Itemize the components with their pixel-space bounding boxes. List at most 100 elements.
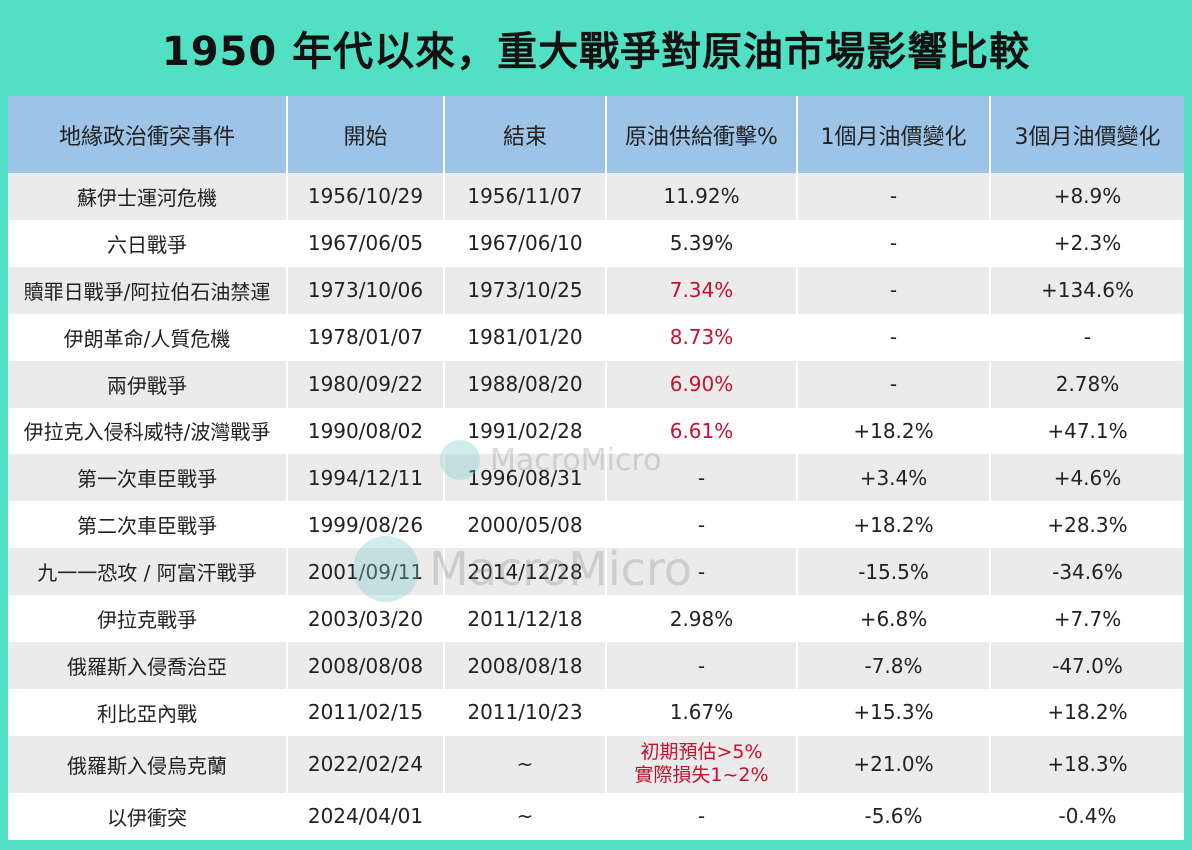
oil-war-comparison-table-container: 地緣政治衝突事件 開始 結束 原油供給衝擊% 1個月油價變化 3個月油價變化 蘇… — [8, 96, 1184, 840]
one-month-change-cell: - — [797, 173, 991, 220]
one-month-change-cell: - — [797, 266, 991, 314]
three-month-change-cell: +28.3% — [990, 501, 1184, 549]
end-date-cell: 1988/08/20 — [444, 360, 607, 408]
three-month-change-cell: +134.6% — [990, 266, 1184, 314]
start-date-cell: 2003/03/20 — [287, 595, 445, 643]
supply-shock-cell: 2.98% — [606, 595, 798, 643]
three-month-change-cell: +18.3% — [990, 735, 1184, 793]
one-month-change-cell: +15.3% — [797, 688, 991, 736]
table-row: 以伊衝突 2024/04/01 ~ - -5.6% -0.4% — [8, 792, 1184, 840]
event-cell: 伊朗革命/人質危機 — [8, 313, 288, 361]
supply-shock-cell: - — [606, 501, 798, 549]
one-month-change-cell: +21.0% — [797, 735, 991, 793]
supply-shock-cell: 6.61% — [606, 407, 798, 455]
one-month-change-cell: +18.2% — [797, 501, 991, 549]
table-header-row: 地緣政治衝突事件 開始 結束 原油供給衝擊% 1個月油價變化 3個月油價變化 — [8, 96, 1184, 173]
end-date-cell: ~ — [444, 735, 607, 793]
start-date-cell: 2011/02/15 — [287, 688, 445, 736]
end-date-cell: 2000/05/08 — [444, 501, 607, 549]
header-supply-shock: 原油供給衝擊% — [606, 96, 798, 173]
end-date-cell: 1956/11/07 — [444, 173, 607, 220]
three-month-change-cell: +8.9% — [990, 173, 1184, 220]
start-date-cell: 1967/06/05 — [287, 219, 445, 267]
table-body: 蘇伊士運河危機 1956/10/29 1956/11/07 11.92% - +8.9% 六… — [8, 173, 1184, 840]
one-month-change-cell: - — [797, 219, 991, 267]
end-date-cell: 1981/01/20 — [444, 313, 607, 361]
start-date-cell: 1978/01/07 — [287, 313, 445, 361]
event-cell: 兩伊戰爭 — [8, 360, 288, 408]
table-row: 第二次車臣戰爭 1999/08/26 2000/05/08- +18.2% +28.3% — [8, 501, 1184, 549]
table-row: 六日戰爭 1967/06/05 1967/06/10 5.39% - +2.3% — [8, 219, 1184, 267]
start-date-cell: 2024/04/01 — [287, 792, 445, 840]
start-date-cell: 1956/10/29 — [287, 173, 445, 220]
three-month-change-cell: -0.4% — [990, 792, 1184, 840]
start-date-cell: 2022/02/24 — [287, 735, 445, 793]
event-cell: 利比亞內戰 — [8, 688, 288, 736]
one-month-change-cell: -7.8% — [797, 642, 991, 689]
table-row: 俄羅斯入侵喬治亞 2008/08/08 2008/08/18- -7.8% -47.0% — [8, 642, 1184, 689]
oil-war-comparison-table: 地緣政治衝突事件 開始 結束 原油供給衝擊% 1個月油價變化 3個月油價變化 蘇… — [8, 96, 1184, 840]
three-month-change-cell: - — [990, 313, 1184, 361]
event-cell: 蘇伊士運河危機 — [8, 173, 288, 220]
table-row: 伊拉克戰爭 2003/03/20 2011/12/18 2.98% +6.8% +7.7% — [8, 595, 1184, 643]
event-cell: 俄羅斯入侵烏克蘭 — [8, 735, 288, 793]
one-month-change-cell: -15.5% — [797, 548, 991, 596]
table-row: 利比亞內戰 2011/02/15 2011/10/23 1.67% +15.3% +18.… — [8, 688, 1184, 736]
three-month-change-cell: +4.6% — [990, 454, 1184, 502]
table-row: 贖罪日戰爭/阿拉伯石油禁運 1973/10/06 1973/10/25 7.34% - +… — [8, 266, 1184, 314]
supply-shock-cell: 5.39% — [606, 219, 798, 267]
start-date-cell: 1994/12/11 — [287, 454, 445, 502]
supply-shock-actual: 實際損失1~2% — [634, 764, 769, 787]
event-cell: 以伊衝突 — [8, 792, 288, 840]
supply-shock-cell: 7.34% — [606, 266, 798, 314]
header-event: 地緣政治衝突事件 — [8, 96, 288, 173]
header-end: 結束 — [444, 96, 607, 173]
table-row: 蘇伊士運河危機 1956/10/29 1956/11/07 11.92% - +8.9% — [8, 173, 1184, 220]
event-cell: 伊拉克入侵科威特/波灣戰爭 — [8, 407, 288, 455]
start-date-cell: 1999/08/26 — [287, 501, 445, 549]
end-date-cell: 1991/02/28 — [444, 407, 607, 455]
end-date-cell: 1973/10/25 — [444, 266, 607, 314]
event-cell: 伊拉克戰爭 — [8, 595, 288, 643]
event-cell: 第二次車臣戰爭 — [8, 501, 288, 549]
header-3m-change: 3個月油價變化 — [990, 96, 1184, 173]
supply-shock-cell: - — [606, 454, 798, 502]
table-row: 九一一恐攻 / 阿富汗戰爭 2001/09/11 2014/12/28- -15.5%… — [8, 548, 1184, 596]
one-month-change-cell: -5.6% — [797, 792, 991, 840]
three-month-change-cell: -34.6% — [990, 548, 1184, 596]
end-date-cell: 2011/10/23 — [444, 688, 607, 736]
header-1m-change: 1個月油價變化 — [797, 96, 991, 173]
supply-shock-cell: - — [606, 792, 798, 840]
start-date-cell: 1973/10/06 — [287, 266, 445, 314]
start-date-cell: 2001/09/11 — [287, 548, 445, 596]
supply-shock-cell: - — [606, 642, 798, 689]
supply-shock-cell: 8.73% — [606, 313, 798, 361]
supply-shock-cell: 初期預估>5% 實際損失1~2% — [606, 735, 798, 793]
supply-shock-cell: 11.92% — [606, 173, 798, 220]
end-date-cell: 2011/12/18 — [444, 595, 607, 643]
end-date-cell: ~ — [444, 792, 607, 840]
header-start: 開始 — [287, 96, 445, 173]
start-date-cell: 2008/08/08 — [287, 642, 445, 689]
supply-shock-estimate: 初期預估>5% — [640, 741, 763, 764]
end-date-cell: 2008/08/18 — [444, 642, 607, 689]
three-month-change-cell: +18.2% — [990, 688, 1184, 736]
three-month-change-cell: -47.0% — [990, 642, 1184, 689]
event-cell: 俄羅斯入侵喬治亞 — [8, 642, 288, 689]
table-row: 伊拉克入侵科威特/波灣戰爭 1990/08/02 1991/02/28 6.61% +1… — [8, 407, 1184, 455]
event-cell: 九一一恐攻 / 阿富汗戰爭 — [8, 548, 288, 596]
supply-shock-cell: - — [606, 548, 798, 596]
table-row: 俄羅斯入侵烏克蘭 2022/02/24 ~ 初期預估>5% 實際損失1~2% +21.0%… — [8, 735, 1184, 793]
one-month-change-cell: +18.2% — [797, 407, 991, 455]
end-date-cell: 2014/12/28 — [444, 548, 607, 596]
three-month-change-cell: +2.3% — [990, 219, 1184, 267]
supply-shock-cell: 6.90% — [606, 360, 798, 408]
event-cell: 贖罪日戰爭/阿拉伯石油禁運 — [8, 266, 288, 314]
end-date-cell: 1996/08/31 — [444, 454, 607, 502]
end-date-cell: 1967/06/10 — [444, 219, 607, 267]
one-month-change-cell: - — [797, 313, 991, 361]
one-month-change-cell: +3.4% — [797, 454, 991, 502]
page-title: 1950 年代以來，重大戰爭對原油市場影響比較 — [161, 29, 1031, 75]
table-row: 伊朗革命/人質危機 1978/01/07 1981/01/20 8.73% - - — [8, 313, 1184, 361]
supply-shock-cell: 1.67% — [606, 688, 798, 736]
